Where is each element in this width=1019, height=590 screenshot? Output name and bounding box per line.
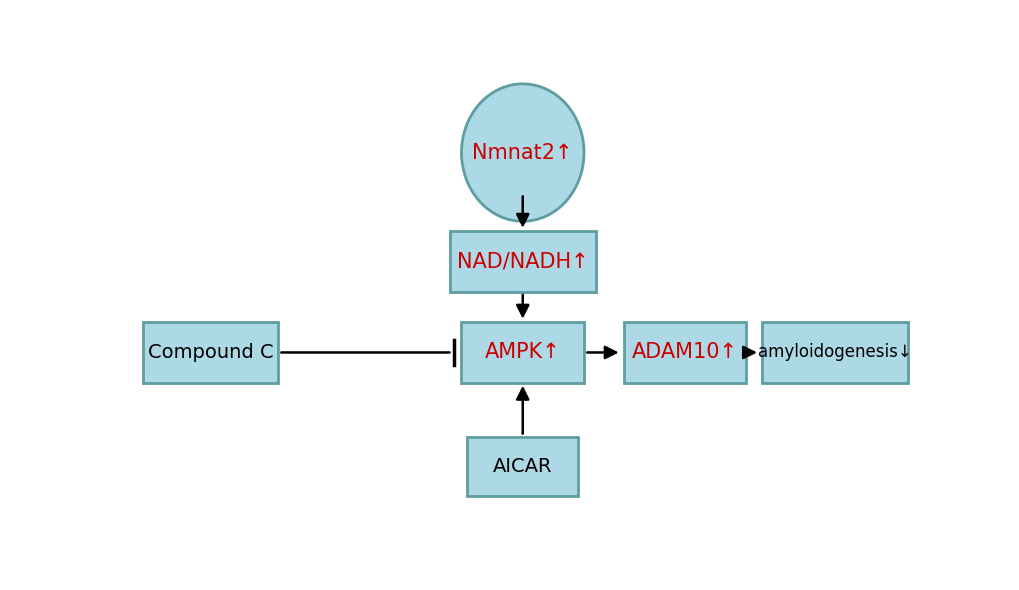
Text: AICAR: AICAR (492, 457, 552, 476)
Text: NAD/NADH↑: NAD/NADH↑ (457, 251, 588, 271)
FancyBboxPatch shape (623, 322, 745, 383)
FancyBboxPatch shape (467, 437, 578, 496)
Text: AMPK↑: AMPK↑ (484, 342, 560, 362)
FancyBboxPatch shape (143, 322, 277, 383)
Text: amyloidogenesis↓: amyloidogenesis↓ (757, 343, 911, 362)
FancyBboxPatch shape (449, 231, 595, 292)
Text: ADAM10↑: ADAM10↑ (631, 342, 737, 362)
Text: Compound C: Compound C (148, 343, 273, 362)
Text: Nmnat2↑: Nmnat2↑ (472, 143, 573, 163)
FancyBboxPatch shape (761, 322, 907, 383)
Ellipse shape (461, 84, 584, 221)
FancyBboxPatch shape (461, 322, 584, 383)
